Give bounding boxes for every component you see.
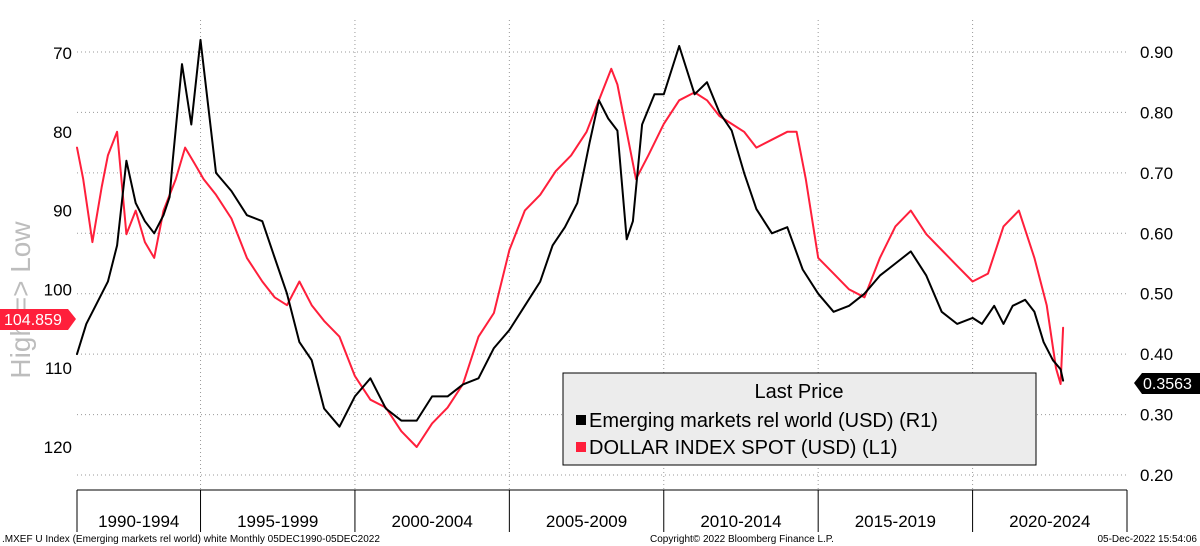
left-tick-label: 100 bbox=[44, 280, 72, 299]
left-last-value: 104.859 bbox=[4, 312, 62, 329]
series-emerging-markets-line bbox=[76, 38, 1065, 428]
right-tick-label: 0.70 bbox=[1140, 164, 1173, 183]
plot-area bbox=[76, 38, 1065, 448]
legend-swatch-emerging bbox=[576, 415, 586, 425]
left-axis-label: High => Low bbox=[5, 221, 36, 379]
right-tick-label: 0.80 bbox=[1140, 103, 1173, 122]
legend-item-emerging: Emerging markets rel world (USD) (R1) bbox=[589, 410, 938, 432]
left-tick-label: 110 bbox=[45, 359, 72, 378]
x-tick-label: 2015-2019 bbox=[855, 512, 936, 531]
right-tick-label: 0.50 bbox=[1140, 285, 1173, 304]
right-tick-label: 0.90 bbox=[1140, 43, 1173, 62]
x-tick-label: 2000-2004 bbox=[391, 512, 472, 531]
legend-title: Last Price bbox=[755, 381, 844, 403]
legend: Last Price Emerging markets rel world (U… bbox=[562, 372, 1037, 466]
right-tick-label: 0.60 bbox=[1140, 224, 1173, 243]
left-last-value-tag: 104.859 bbox=[0, 309, 76, 330]
x-tick-label: 2010-2014 bbox=[700, 512, 781, 531]
footer-timestamp: 05-Dec-2022 15:54:06 bbox=[1097, 534, 1197, 545]
x-axis: 1990-1994 1995-1999 2000-2004 2005-2009 2010… bbox=[98, 512, 1090, 531]
x-tick-label: 1990-1994 bbox=[98, 512, 179, 531]
footer-copyright: Copyright© 2022 Bloomberg Finance L.P. bbox=[650, 534, 834, 545]
right-last-value-tag: 0.3563 bbox=[1134, 373, 1200, 394]
x-axis-separators bbox=[76, 489, 1128, 532]
right-last-value: 0.3563 bbox=[1143, 376, 1192, 393]
right-tick-label: 0.20 bbox=[1140, 466, 1173, 485]
left-tick-label: 120 bbox=[44, 438, 72, 457]
x-tick-label: 2005-2009 bbox=[546, 512, 627, 531]
right-tick-label: 0.30 bbox=[1140, 406, 1173, 425]
left-tick-label: 70 bbox=[53, 44, 72, 63]
x-tick-label: 1995-1999 bbox=[237, 512, 318, 531]
legend-box bbox=[562, 372, 1037, 466]
right-tick-label: 0.40 bbox=[1140, 345, 1173, 364]
left-axis: 70 80 90 100 110 120 bbox=[44, 44, 72, 457]
right-axis: 0.90 0.80 0.70 0.60 0.50 0.40 0.30 0.20 bbox=[1140, 43, 1173, 485]
x-tick-label: 2020-2024 bbox=[1009, 512, 1090, 531]
legend-item-dollar: DOLLAR INDEX SPOT (USD) (L1) bbox=[589, 437, 898, 459]
legend-swatch-dollar bbox=[576, 442, 586, 452]
footer-source: .MXEF U Index (Emerging markets rel worl… bbox=[2, 534, 380, 545]
left-tick-label: 80 bbox=[53, 123, 72, 142]
left-tick-label: 90 bbox=[53, 202, 72, 221]
series-dollar-index-line bbox=[76, 67, 1065, 448]
